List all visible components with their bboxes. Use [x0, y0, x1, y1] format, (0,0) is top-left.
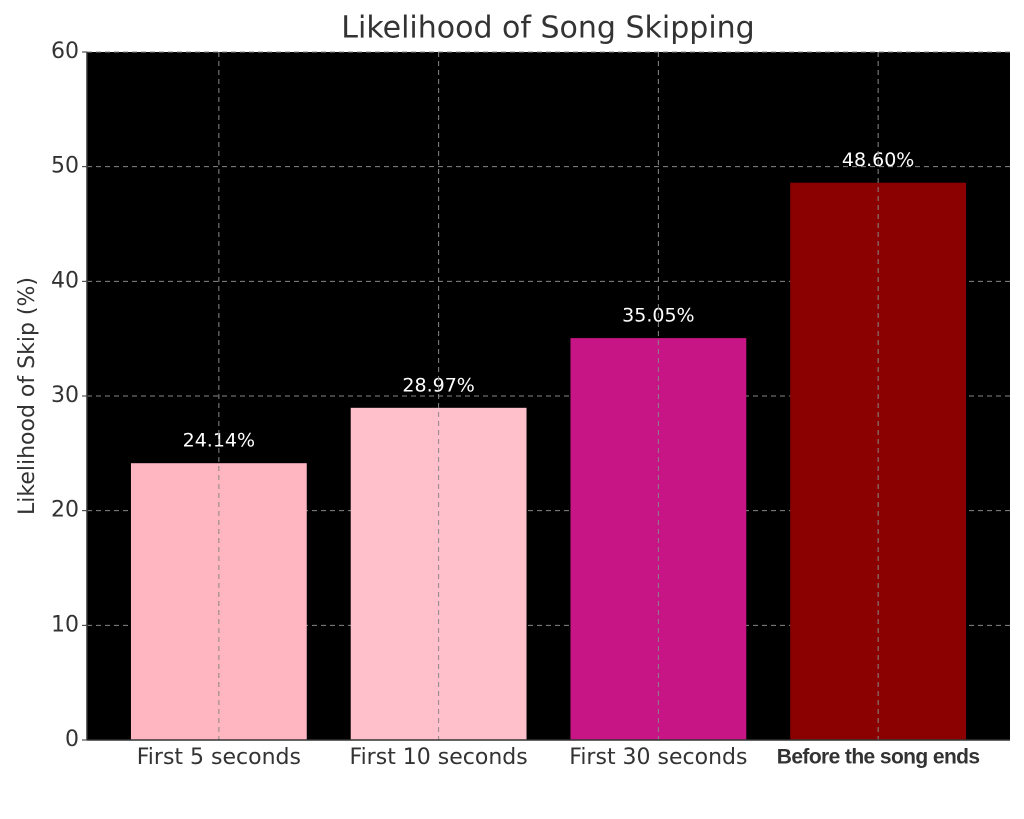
x-tick-label: First 5 seconds [137, 745, 301, 770]
chart-title: Likelihood of Song Skipping [341, 11, 754, 46]
y-tick-label: 60 [51, 39, 79, 64]
y-axis-label: Likelihood of Skip (%) [15, 277, 40, 515]
x-tick-label: Before the song ends [777, 746, 980, 769]
y-tick-label: 40 [51, 268, 79, 293]
x-tick-label: First 30 seconds [569, 745, 747, 770]
y-tick-label: 10 [51, 612, 79, 637]
y-tick-label: 50 [51, 154, 79, 179]
y-tick-label: 20 [51, 498, 79, 523]
y-tick-label: 0 [65, 727, 79, 752]
y-tick-label: 30 [51, 383, 79, 408]
x-tick-label: First 10 seconds [350, 745, 528, 770]
